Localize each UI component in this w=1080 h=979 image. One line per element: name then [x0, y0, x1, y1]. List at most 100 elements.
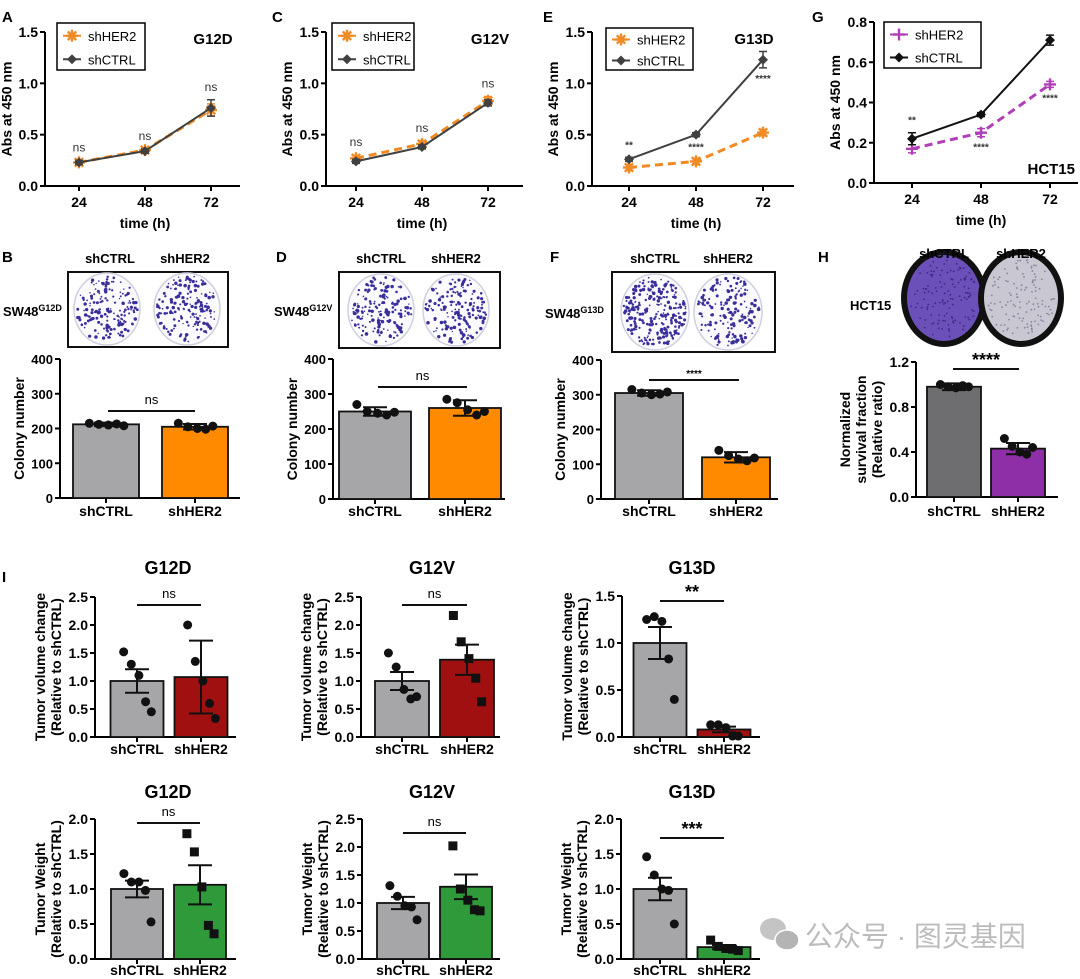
colony: [958, 266, 961, 269]
colony: [383, 282, 385, 284]
colony: [666, 325, 670, 329]
colony: [735, 293, 738, 296]
colony: [916, 289, 919, 292]
data-point: [208, 421, 218, 431]
colony: [715, 278, 719, 282]
colony: [950, 278, 953, 280]
colony: [653, 317, 656, 321]
colony: [481, 303, 483, 306]
colony: [480, 297, 484, 301]
data-point: [391, 662, 401, 672]
panel-letter-E: E: [543, 9, 553, 26]
y-axis-label: (Relative to shCTRL): [48, 598, 64, 736]
colony: [193, 275, 195, 278]
colony: [972, 315, 975, 318]
colony: [741, 313, 744, 316]
y-tick-label: 0.5: [69, 916, 89, 932]
significance-label: ns: [350, 135, 363, 149]
colony: [132, 310, 136, 314]
colony: [942, 299, 944, 302]
error-bar: [390, 671, 414, 691]
colony: [948, 335, 951, 338]
colony: [941, 328, 943, 330]
colony: [648, 328, 652, 332]
colony: [208, 326, 213, 330]
colony: [717, 337, 720, 340]
culture-well-shHER2: [422, 273, 490, 347]
colony: [947, 290, 950, 293]
colony: [750, 310, 754, 314]
colony: [724, 276, 728, 281]
colony: [123, 288, 125, 290]
data-point: [189, 847, 199, 857]
colony: [118, 333, 122, 337]
colony: [963, 296, 966, 299]
colony: [447, 316, 449, 318]
colony: [120, 330, 124, 334]
colony: [665, 295, 668, 298]
colony: [192, 325, 195, 328]
colony: [99, 300, 102, 304]
colony: [627, 312, 630, 316]
colony: [126, 291, 130, 296]
colony: [729, 296, 733, 299]
colony: [394, 331, 397, 334]
chart-I-vol-G13D: 0.0 0.5 1.0 1.5 Tumor volume change (Relative…: [559, 558, 760, 757]
error-bar: [125, 668, 149, 694]
colony: [116, 314, 119, 318]
colony: [1009, 294, 1012, 297]
data-point: [714, 445, 724, 455]
colony: [639, 288, 643, 292]
colony: [663, 308, 666, 311]
colony: [183, 302, 188, 307]
colony: [97, 320, 101, 324]
colony: [362, 295, 365, 298]
colony: [155, 306, 158, 308]
colony: [1002, 330, 1005, 333]
colony: [647, 276, 650, 279]
colony: [644, 311, 647, 314]
colony: [743, 292, 747, 296]
colony: [674, 306, 677, 310]
colony: [672, 284, 675, 287]
y-tick-label: 2.5: [335, 589, 355, 605]
y-tick-label: 0.0: [69, 729, 89, 745]
colony: [121, 301, 125, 305]
colony: [935, 290, 938, 293]
colony: [471, 307, 475, 310]
colony: [482, 300, 486, 304]
y-tick-label: 1.5: [595, 846, 615, 862]
colony: [637, 284, 641, 288]
legend: shHER2 shCTRL: [331, 22, 415, 71]
colony: [480, 315, 483, 318]
colony: [739, 334, 743, 338]
colony: [431, 308, 435, 312]
colony: [89, 292, 91, 294]
culture-well-shHER2: [693, 273, 763, 351]
data-point: [210, 714, 220, 724]
colony: [955, 262, 958, 265]
colony: [726, 279, 730, 283]
colony: [1031, 290, 1033, 293]
colony: [374, 340, 378, 344]
colony: [1038, 287, 1041, 290]
data-point: [463, 895, 473, 905]
wechat-icon: [760, 918, 800, 951]
colony: [386, 296, 389, 299]
x-tick-label: shHER2: [168, 503, 222, 519]
colony: [1034, 297, 1037, 300]
mutation-superscript: G12D: [38, 303, 62, 313]
data-point: [649, 612, 659, 622]
colony: [965, 298, 968, 300]
colony: [647, 288, 652, 292]
colony: [665, 341, 668, 344]
colony: [964, 278, 967, 280]
colony: [80, 323, 84, 327]
mutation-superscript: G13D: [580, 305, 604, 315]
colony: [473, 301, 476, 304]
colony: [649, 323, 652, 326]
colony: [627, 301, 631, 305]
chart-I-wt-G12V: 0.0 0.5 1.0 1.5 2.0 2.5 Tumor Weight (Relative …: [299, 782, 500, 978]
colony: [168, 310, 173, 315]
colony: [1005, 313, 1008, 316]
